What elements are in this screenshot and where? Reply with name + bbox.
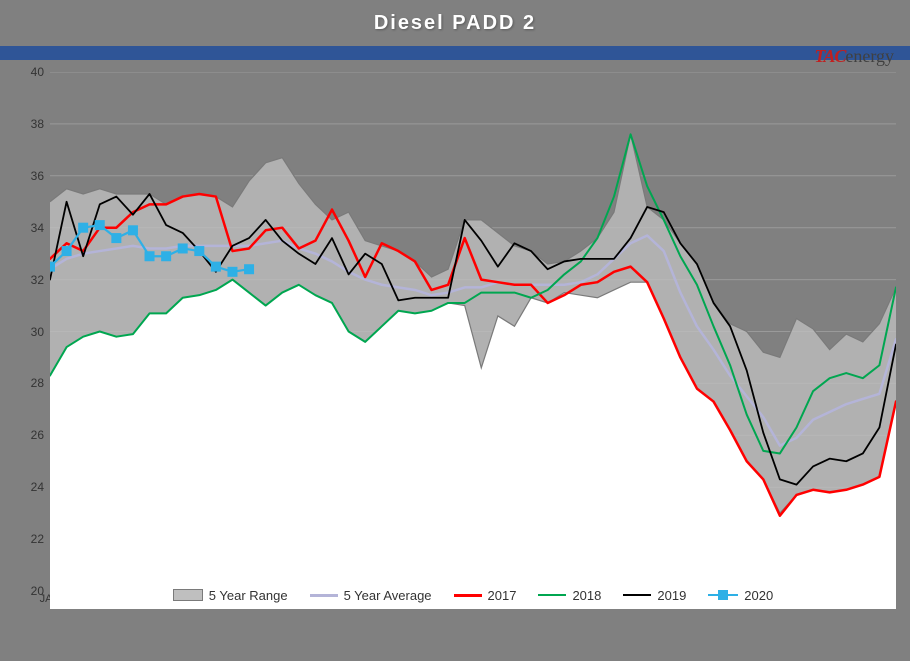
chart-svg [50,72,896,605]
y-tick-label: 32 [0,273,44,287]
legend-swatch [708,590,738,600]
legend-swatch [173,589,203,601]
legend-label: 2018 [572,588,601,603]
plot-area [50,72,896,605]
legend-label: 2019 [657,588,686,603]
accent-band [0,46,910,60]
y-tick-label: 36 [0,169,44,183]
chart-title: Diesel PADD 2 [374,12,536,34]
logo-tac: TAC [814,46,845,66]
y-tick-label: 30 [0,325,44,339]
legend-label: 2020 [744,588,773,603]
legend-label: 2017 [488,588,517,603]
legend-label: 5 Year Range [209,588,288,603]
legend-label: 5 Year Average [344,588,432,603]
y-tick-label: 20 [0,584,44,598]
legend-swatch [310,594,338,597]
legend-item: 2020 [708,588,773,603]
plot-outer: 5 Year Range 5 Year Average 2017 2018 2019 20… [0,60,910,621]
legend-swatch [538,594,566,596]
y-tick-label: 34 [0,221,44,235]
legend: 5 Year Range 5 Year Average 2017 2018 2019 20… [50,581,896,609]
y-tick-label: 38 [0,117,44,131]
legend-item: 2018 [538,588,601,603]
legend-item: 2017 [454,588,517,603]
y-tick-label: 28 [0,376,44,390]
y-tick-label: 26 [0,428,44,442]
y-tick-label: 40 [0,65,44,79]
legend-swatch [623,594,651,596]
y-tick-label: 22 [0,532,44,546]
legend-item: 5 Year Average [310,588,432,603]
legend-item: 2019 [623,588,686,603]
legend-item: 5 Year Range [173,588,288,603]
brand-logo: TACenergy [814,46,894,67]
y-tick-label: 24 [0,480,44,494]
chart-frame: Diesel PADD 2 TACenergy 5 Year Range5 Ye… [0,0,910,661]
legend-swatch [454,594,482,597]
logo-energy: energy [845,46,894,66]
title-bar: Diesel PADD 2 [0,0,910,46]
